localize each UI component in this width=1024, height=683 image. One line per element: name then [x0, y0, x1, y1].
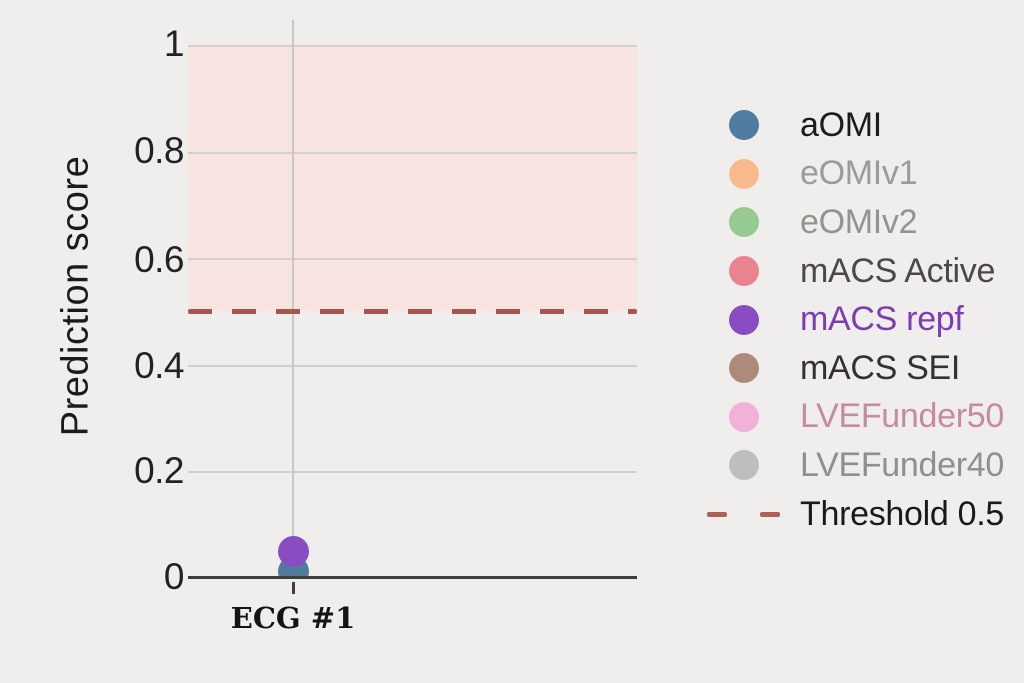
gridline-y-0-2: [188, 471, 637, 474]
legend-marker-cell: [707, 110, 780, 141]
legend-label: eOMIv1: [800, 154, 918, 193]
y-tick-label-1: 1: [163, 23, 185, 65]
legend-item-macs-sei[interactable]: mACS SEI: [707, 344, 1004, 393]
legend-marker-cell: [707, 401, 780, 432]
legend-item-lvefunder40[interactable]: LVEFunder40: [707, 441, 1004, 490]
dash-segment: [707, 511, 727, 517]
gridline-y-0-6: [188, 258, 637, 261]
x-category-label: ECG #1: [230, 601, 356, 635]
threshold-dashed-line: [188, 309, 637, 314]
legend-dot-icon: [728, 207, 759, 238]
legend-marker-cell: [707, 353, 780, 384]
data-point-macs-repf[interactable]: [277, 536, 309, 568]
legend-label: mACS repf: [800, 300, 964, 339]
y-axis-title: Prediction score: [54, 155, 97, 437]
legend-item-eomiv2[interactable]: eOMIv2: [707, 198, 1004, 247]
legend-marker-cell: [707, 256, 780, 287]
gridline-y-0-4: [188, 364, 637, 367]
y-tick-label-0: 0: [163, 556, 185, 598]
plot-area: [188, 0, 637, 579]
legend-item-macs-repf[interactable]: mACS repf: [707, 295, 1004, 344]
legend-dot-icon: [728, 304, 759, 335]
legend-item-lvefunder50[interactable]: LVEFunder50: [707, 393, 1004, 442]
y-tick-label-0-8: 0.8: [134, 130, 184, 172]
gridline-y-1: [188, 45, 637, 47]
legend-item-aomi[interactable]: aOMI: [707, 101, 1004, 150]
legend-marker-cell: [707, 450, 780, 481]
legend-label: Threshold 0.5: [800, 494, 1005, 533]
legend-dot-icon: [728, 110, 759, 141]
y-tick-label-0-6: 0.6: [134, 239, 184, 281]
y-tick-label-0-4: 0.4: [134, 345, 184, 387]
legend-dot-icon: [728, 401, 759, 432]
legend-label: eOMIv2: [800, 202, 918, 241]
legend-label: mACS SEI: [800, 348, 961, 387]
legend: aOMI eOMIv1 eOMIv2 mACS Active mACS repf: [707, 101, 1004, 538]
legend-item-macs-active[interactable]: mACS Active: [707, 247, 1004, 296]
legend-marker-cell: [707, 158, 780, 189]
legend-label: LVEFunder40: [800, 445, 1004, 484]
x-axis-line: [188, 576, 637, 579]
legend-item-threshold[interactable]: Threshold 0.5: [707, 490, 1004, 539]
legend-label: LVEFunder50: [800, 397, 1004, 436]
legend-marker-cell: [707, 207, 780, 238]
legend-dot-icon: [728, 256, 759, 287]
legend-label: aOMI: [800, 105, 882, 144]
dash-segment: [760, 511, 780, 517]
y-tick-label-0-2: 0.2: [134, 450, 184, 492]
legend-dot-icon: [728, 158, 759, 189]
legend-dash-icon: [707, 511, 780, 517]
x-tick-mark: [292, 582, 295, 594]
gridline-x-ecg1: [292, 20, 294, 579]
above-threshold-shaded-region: [188, 45, 637, 311]
legend-label: mACS Active: [800, 251, 996, 290]
legend-dot-icon: [728, 353, 759, 384]
legend-item-eomiv1[interactable]: eOMIv1: [707, 150, 1004, 199]
gridline-y-0-8: [188, 151, 637, 154]
legend-marker-cell: [707, 304, 780, 335]
legend-dot-icon: [728, 450, 759, 481]
